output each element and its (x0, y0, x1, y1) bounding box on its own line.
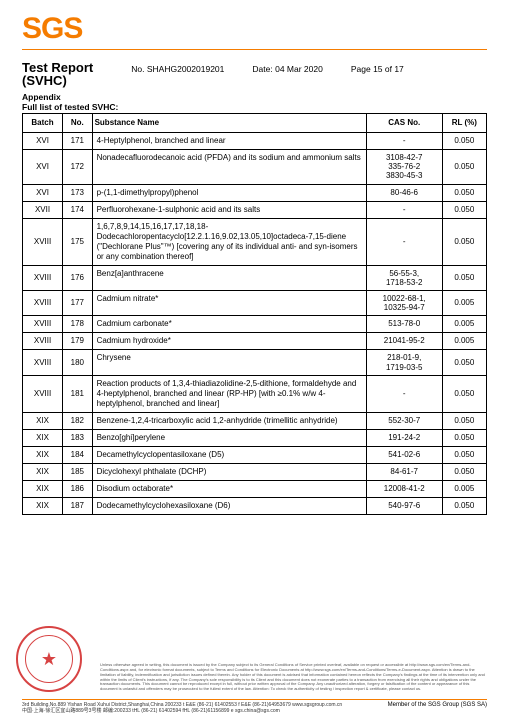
table-row: XVI173p-(1,1-dimethylpropyl)phenol80-46-… (23, 184, 487, 201)
table-row: XVIII178Cadmium carbonate*513-78-00.005 (23, 316, 487, 333)
table-row: XVIII1751,6,7,8,9,14,15,16,17,17,18,18-D… (23, 218, 487, 265)
table-row: XVIII180Chrysene218-01-9,1719-03-50.050 (23, 350, 487, 375)
page: SGS Test Report No. SHAHG2002019201 Date… (0, 0, 509, 720)
table-row: XVIII179Cadmium hydroxide*21041-95-20.00… (23, 333, 487, 350)
table-row: XIX184Decamethylcyclopentasiloxane (D5)5… (23, 446, 487, 463)
star-icon: ★ (41, 649, 57, 670)
list-label: Full list of tested SVHC: (22, 102, 487, 112)
table-row: XVI172Nonadecafluorodecanoic acid (PFDA)… (23, 150, 487, 185)
table-row: XVIII177Cadmium nitrate*10022-68-1,10325… (23, 290, 487, 315)
footer-member: Member of the SGS Group (SGS SA) (388, 702, 487, 714)
col-no: No. (63, 114, 93, 133)
table-row: XVII174Perfluorohexane-1-sulphonic acid … (23, 201, 487, 218)
report-number: No. SHAHG2002019201 (131, 64, 224, 74)
table-header-row: Batch No. Substance Name CAS No. RL (%) (23, 114, 487, 133)
table-row: XIX186Disodium octaborate*12008-41-20.00… (23, 480, 487, 497)
table-row: XVIII181Reaction products of 1,3,4-thiad… (23, 375, 487, 412)
logo-underline (22, 48, 487, 50)
official-stamp: ★ (16, 626, 82, 692)
disclaimer-text: Unless otherwise agreed in writing, this… (100, 663, 487, 692)
appendix-label: Appendix (22, 92, 487, 102)
contact-line-2: 中国·上海·徐汇区宜山路889号3号楼 邮编:200233 tHL (86-21… (22, 708, 342, 714)
col-rl: RL (%) (442, 114, 486, 133)
report-date: Date: 04 Mar 2020 (252, 64, 322, 74)
col-name: Substance Name (92, 114, 366, 133)
col-cas: CAS No. (366, 114, 442, 133)
report-page: Page 15 of 17 (351, 64, 404, 74)
sgs-logo: SGS (22, 12, 487, 46)
report-subtitle: (SVHC) (22, 73, 487, 88)
table-row: XVI1714-Heptylphenol, branched and linea… (23, 133, 487, 150)
table-body: XVI1714-Heptylphenol, branched and linea… (23, 133, 487, 515)
table-row: XIX183Benzo[ghi]perylene191-24-20.050 (23, 429, 487, 446)
table-row: XIX185Dicyclohexyl phthalate (DCHP)84-61… (23, 463, 487, 480)
col-batch: Batch (23, 114, 63, 133)
table-row: XIX187Dodecamethylcyclohexasiloxane (D6)… (23, 497, 487, 514)
table-row: XIX182Benzene-1,2,4-tricarboxylic acid 1… (23, 412, 487, 429)
footer: 3rd Building,No.889 Yishan Road Xuhui Di… (22, 699, 487, 714)
table-row: XVIII176Benz[a]anthracene56-55-3,1718-53… (23, 265, 487, 290)
svhc-table: Batch No. Substance Name CAS No. RL (%) … (22, 113, 487, 515)
